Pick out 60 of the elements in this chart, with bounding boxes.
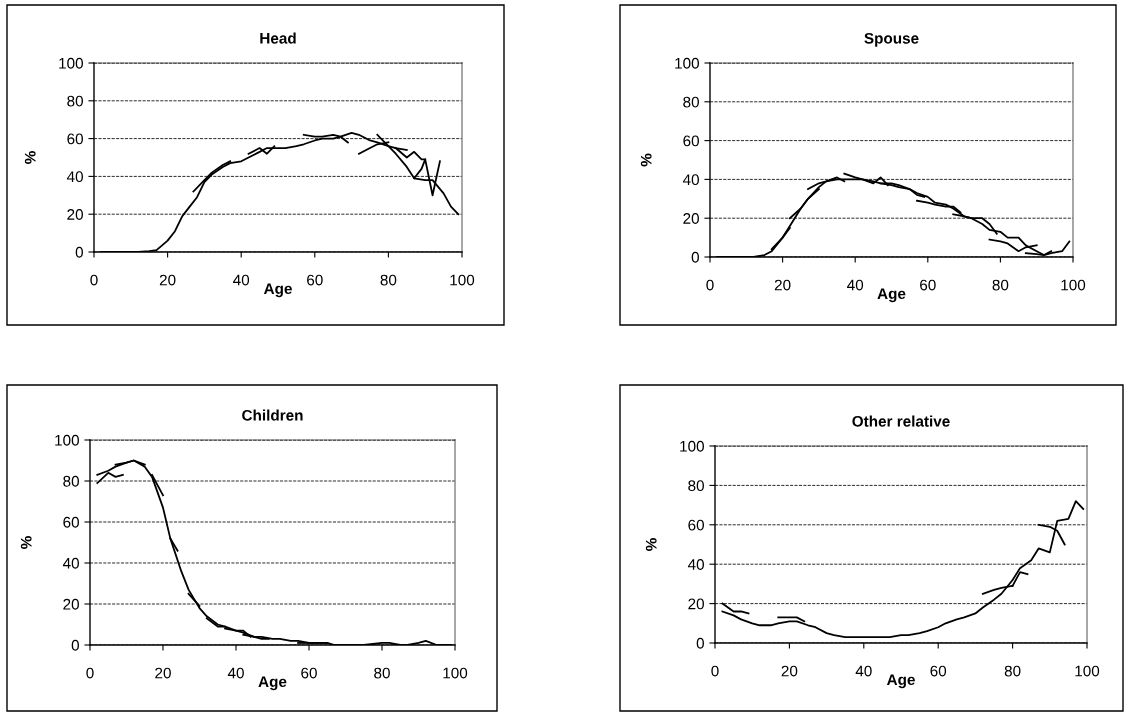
x-tick-label: 100 xyxy=(443,667,468,679)
y-tick-label: 20 xyxy=(683,213,699,224)
x-axis-title: Age xyxy=(258,676,287,691)
y-tick-label: 100 xyxy=(680,440,704,452)
x-tick-label: 0 xyxy=(90,274,98,286)
y-tick-label: 80 xyxy=(63,475,79,487)
x-tick-label: 20 xyxy=(774,279,791,291)
y-tick-label: 20 xyxy=(63,598,79,610)
x-tick-label: 20 xyxy=(155,667,171,679)
y-axis-title: % xyxy=(640,153,652,167)
x-tick-label: 0 xyxy=(711,665,719,677)
y-tick-label: 40 xyxy=(66,171,83,183)
y-tick-label: 100 xyxy=(55,434,79,446)
y-axis-title: % xyxy=(20,536,32,549)
x-tick-label: 100 xyxy=(450,274,475,286)
y-tick-label: 80 xyxy=(67,95,83,107)
y-tick-label: 40 xyxy=(687,559,704,570)
x-tick-label: 60 xyxy=(930,665,947,677)
x-tick-label: 100 xyxy=(1075,665,1100,677)
y-tick-label: 60 xyxy=(688,519,704,531)
chart-title: Other relative xyxy=(852,415,950,427)
x-axis-title: Age xyxy=(886,674,915,689)
y-axis-title: % xyxy=(24,151,36,164)
y-tick-label: 100 xyxy=(675,57,699,69)
y-tick-label: 80 xyxy=(683,96,699,108)
x-tick-label: 20 xyxy=(159,274,176,286)
x-tick-label: 80 xyxy=(380,274,397,286)
y-tick-label: 0 xyxy=(75,246,83,258)
y-tick-label: 40 xyxy=(682,174,699,186)
x-tick-label: 40 xyxy=(855,665,872,677)
x-tick-label: 40 xyxy=(847,279,864,291)
y-tick-label: 40 xyxy=(62,557,79,569)
x-tick-label: 100 xyxy=(1061,279,1086,291)
x-tick-label: 60 xyxy=(920,279,936,291)
y-axis-title: % xyxy=(645,538,657,551)
x-tick-label: 40 xyxy=(233,274,250,286)
y-tick-label: 80 xyxy=(688,480,704,492)
chart-title: Head xyxy=(260,32,296,44)
x-axis-title: Age xyxy=(877,288,906,303)
y-tick-label: 0 xyxy=(696,637,704,649)
x-tick-label: 80 xyxy=(374,667,390,679)
x-tick-label: 60 xyxy=(307,274,323,286)
y-tick-label: 0 xyxy=(71,639,79,651)
x-tick-label: 60 xyxy=(301,667,317,679)
x-tick-label: 80 xyxy=(1004,665,1021,677)
chart-title: Spouse xyxy=(864,32,919,47)
x-tick-label: 80 xyxy=(992,279,1009,291)
chart-title: Children xyxy=(242,409,303,421)
y-tick-label: 60 xyxy=(67,133,83,145)
y-tick-label: 60 xyxy=(63,516,79,528)
x-tick-label: 20 xyxy=(781,665,798,677)
y-tick-label: 20 xyxy=(67,209,83,220)
x-axis-title: Age xyxy=(263,283,292,298)
y-tick-label: 60 xyxy=(683,135,699,147)
y-tick-label: 20 xyxy=(688,598,704,610)
x-tick-label: 40 xyxy=(227,667,244,679)
x-tick-label: 0 xyxy=(86,667,94,679)
y-tick-label: 100 xyxy=(59,57,83,69)
y-tick-label: 0 xyxy=(691,251,699,263)
x-tick-label: 0 xyxy=(706,279,714,291)
